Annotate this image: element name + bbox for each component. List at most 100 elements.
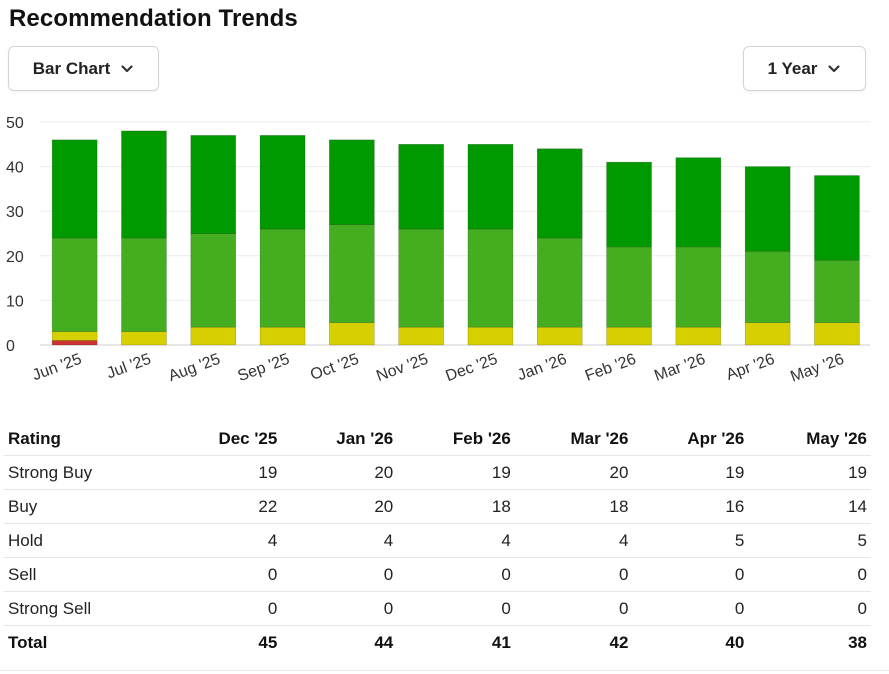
table-cell: 19 — [632, 455, 749, 490]
table-cell: 19 — [397, 455, 515, 490]
bar-segment-buy[interactable] — [329, 224, 375, 324]
table-cell: 4 — [397, 523, 515, 558]
bar-segment-strong-buy[interactable] — [675, 157, 722, 248]
table-cell: 0 — [281, 557, 398, 592]
column-header: Jan '26 — [281, 422, 398, 456]
bar-segment-strong-buy[interactable] — [259, 135, 306, 230]
bar-segment-buy[interactable] — [744, 251, 791, 323]
bar-segment-strong-buy[interactable] — [744, 166, 791, 252]
table-cell: 0 — [632, 557, 749, 592]
y-tick-label: 20 — [6, 249, 24, 266]
table-cell: 20 — [514, 455, 633, 490]
table-cell: 0 — [748, 557, 871, 592]
bar-segment-buy[interactable] — [467, 228, 514, 328]
row-label: Buy — [4, 489, 162, 524]
table-cell: 16 — [632, 489, 749, 524]
row-label: Total — [8, 632, 48, 652]
bar-segment-strong-buy[interactable] — [190, 135, 237, 234]
bar-segment-buy[interactable] — [121, 237, 167, 332]
table-cell: 4 — [162, 523, 282, 558]
x-tick-label: Sep '25 — [236, 351, 292, 385]
bar-segment-strong-buy[interactable] — [121, 130, 167, 239]
table-cell: 0 — [397, 557, 515, 592]
bar-segment-strong-buy[interactable] — [814, 175, 860, 261]
table-row: Strong Buy 19 20 19 20 19 19 — [4, 455, 871, 490]
y-tick-label: 10 — [6, 293, 24, 310]
table-cell: 18 — [514, 489, 633, 524]
bar-segment-buy[interactable] — [675, 246, 722, 328]
table-cell: 20 — [281, 489, 398, 524]
chart-type-dropdown[interactable]: Bar Chart — [8, 46, 159, 91]
table-row: Strong Sell 0 0 0 0 0 0 — [4, 591, 871, 626]
bar-segment-hold[interactable] — [121, 331, 167, 346]
bar-segment-hold[interactable] — [744, 322, 791, 346]
bar-segment-hold[interactable] — [190, 326, 237, 346]
table-total-row: Total 45 44 41 42 40 38 — [4, 626, 871, 660]
bar-segment-strong-buy[interactable] — [51, 139, 98, 239]
row-label: Strong Buy — [4, 455, 162, 490]
table-cell: 0 — [281, 591, 398, 626]
bar-segment-strong-buy[interactable] — [536, 148, 583, 239]
table-cell: 0 — [748, 591, 871, 626]
bar-segment-buy[interactable] — [814, 259, 860, 323]
bar-segment-strong-buy[interactable] — [467, 143, 514, 230]
bar-segment-buy[interactable] — [536, 237, 583, 328]
row-label: Strong Sell — [4, 591, 162, 626]
table-cell: 0 — [514, 557, 633, 592]
bar-segment-hold[interactable] — [467, 326, 514, 346]
bar-segment-hold[interactable] — [51, 331, 98, 341]
x-axis: Jun '25 Jul '25 Aug '25 Sep '25 Oct '25 Nov '… — [30, 351, 846, 386]
bar-segment-buy[interactable] — [51, 237, 98, 332]
x-tick-label: Jan '26 — [515, 351, 569, 384]
y-tick-label: 40 — [6, 160, 24, 177]
x-tick-label: May '26 — [788, 351, 846, 386]
table-row: Buy 22 20 18 18 16 14 — [4, 489, 871, 524]
bar-segment-strong-sell[interactable] — [51, 340, 98, 346]
table-cell: 0 — [632, 591, 749, 626]
row-label: Hold — [4, 523, 162, 558]
table-cell: 0 — [397, 591, 515, 626]
bar-segment-hold[interactable] — [675, 326, 722, 346]
bar-segment-hold[interactable] — [814, 322, 860, 346]
table-cell: 20 — [281, 455, 398, 490]
bar-segment-strong-buy[interactable] — [606, 161, 652, 248]
column-header: Dec '25 — [162, 422, 282, 456]
column-header: May '26 — [748, 422, 871, 456]
chevron-down-icon — [121, 64, 133, 72]
bar-segment-strong-buy[interactable] — [329, 139, 375, 225]
bar-segment-buy[interactable] — [606, 246, 652, 328]
table-cell: 44 — [374, 632, 394, 652]
ratings-table: Rating Dec '25 Jan '26 Feb '26 Mar '26 A… — [4, 422, 871, 659]
table-cell: 14 — [748, 489, 871, 524]
y-tick-label: 50 — [6, 115, 24, 132]
table-cell: 40 — [725, 632, 745, 652]
x-tick-label: Aug '25 — [166, 351, 222, 385]
x-tick-label: Jul '25 — [105, 351, 154, 383]
table-cell: 0 — [162, 557, 282, 592]
x-tick-label: Oct '25 — [308, 351, 361, 384]
y-axis: 0 10 20 30 40 50 — [6, 115, 24, 355]
x-tick-label: Nov '25 — [374, 351, 430, 385]
table-cell: 5 — [748, 523, 871, 558]
column-header: Mar '26 — [514, 422, 633, 456]
range-dropdown[interactable]: 1 Year — [743, 46, 866, 91]
table-row: Sell 0 0 0 0 0 0 — [4, 557, 871, 592]
bar-segment-hold[interactable] — [398, 326, 444, 346]
column-header: Feb '26 — [397, 422, 515, 456]
y-tick-label: 0 — [6, 338, 15, 355]
bar-segment-strong-buy[interactable] — [398, 143, 444, 230]
bar-segment-hold[interactable] — [536, 326, 583, 346]
bar-segment-hold[interactable] — [606, 326, 652, 346]
chart-type-label: Bar Chart — [32, 58, 111, 78]
bar-segment-buy[interactable] — [259, 228, 306, 328]
bar-segment-buy[interactable] — [190, 233, 237, 328]
page-title: Recommendation Trends — [9, 5, 298, 32]
bar-segment-hold[interactable] — [329, 322, 375, 346]
table-cell: 38 — [848, 632, 867, 652]
bar-segment-hold[interactable] — [259, 326, 306, 346]
bar-segment-buy[interactable] — [398, 228, 444, 328]
table-cell: 41 — [491, 632, 511, 652]
table-cell: 4 — [281, 523, 398, 558]
x-tick-label: Dec '25 — [443, 351, 499, 385]
